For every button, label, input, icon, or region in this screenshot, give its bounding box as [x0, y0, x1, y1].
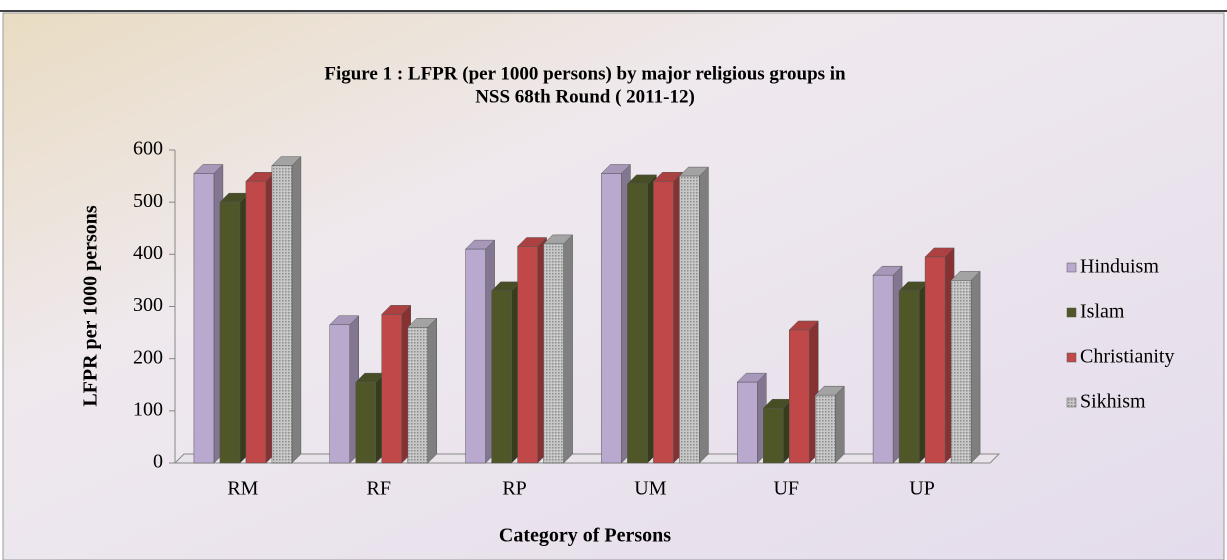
- bar: [542, 234, 574, 464]
- bar-front: [924, 256, 946, 464]
- legend-label: Islam: [1080, 301, 1125, 323]
- bar-front: [601, 173, 622, 464]
- legend-swatch: [1066, 307, 1077, 318]
- bar-side: [699, 166, 709, 464]
- bar: [626, 174, 658, 464]
- bar-side: [291, 156, 302, 464]
- y-tick-label: 300: [133, 294, 163, 316]
- bar: [407, 317, 438, 464]
- chart-title: Figure 1 : LFPR (per 1000 persons) by ma…: [324, 63, 846, 84]
- x-tick-label: RF: [367, 478, 391, 500]
- bar-front: [381, 314, 402, 464]
- bar: [950, 270, 981, 464]
- x-tick-label: RM: [227, 478, 258, 500]
- bar-side: [970, 270, 981, 464]
- bar: [219, 192, 250, 464]
- bar: [814, 385, 845, 464]
- legend-swatch: [1066, 397, 1077, 408]
- bar: [245, 171, 276, 464]
- legend-swatch: [1066, 262, 1077, 273]
- y-axis-title: LFPR per 1000 persons: [80, 205, 102, 407]
- bar-front: [465, 248, 486, 464]
- bar: [381, 304, 412, 464]
- x-tick-label: UP: [909, 478, 935, 500]
- bar-front: [815, 394, 836, 464]
- legend-label: Hinduism: [1080, 256, 1159, 278]
- y-tick-label: 200: [133, 346, 163, 368]
- bar-front: [329, 324, 350, 464]
- y-tick-label: 600: [133, 138, 163, 160]
- bar-front: [193, 173, 215, 464]
- legend-swatch: [1066, 352, 1077, 363]
- bar: [762, 398, 793, 464]
- y-tick-label: 100: [133, 398, 163, 420]
- legend-label: Sikhism: [1080, 391, 1146, 413]
- bar: [652, 171, 684, 464]
- bar: [193, 163, 224, 464]
- y-tick-label: 500: [133, 190, 163, 212]
- bar-front: [491, 290, 512, 464]
- chart-subtitle: NSS 68th Round ( 2011-12): [475, 86, 695, 107]
- bar-front: [950, 280, 972, 464]
- bar: [464, 239, 496, 464]
- bar: [271, 156, 302, 464]
- bar-front: [653, 181, 674, 464]
- y-tick-label: 400: [133, 242, 163, 264]
- bar: [600, 163, 632, 464]
- bar: [898, 281, 929, 464]
- bar-front: [355, 381, 376, 464]
- bar-side: [427, 317, 437, 464]
- bar: [872, 265, 903, 464]
- bar-front: [898, 290, 920, 464]
- bar-front: [245, 181, 267, 464]
- bar-side: [563, 234, 573, 464]
- bar: [788, 320, 819, 464]
- y-tick-label: 0: [153, 451, 163, 473]
- bar-front: [407, 327, 428, 464]
- bar: [329, 315, 360, 464]
- bar-front: [627, 183, 648, 464]
- x-tick-label: UM: [634, 478, 666, 500]
- bar-front: [517, 246, 538, 464]
- bar: [678, 166, 710, 464]
- bar-front: [543, 243, 564, 464]
- bar-side: [835, 385, 845, 464]
- bar-front: [737, 381, 758, 464]
- bar: [355, 372, 386, 464]
- x-tick-label: UF: [773, 478, 799, 500]
- legend-label: Christianity: [1080, 346, 1174, 368]
- bar: [516, 236, 548, 464]
- bar-front: [219, 201, 241, 464]
- bar: [736, 372, 767, 464]
- bar-front: [789, 329, 810, 464]
- bar-front: [872, 274, 894, 464]
- bar: [924, 247, 955, 464]
- bar-front: [763, 407, 784, 464]
- x-tick-label: RP: [502, 478, 526, 500]
- bar-front: [679, 175, 700, 464]
- bar-front: [271, 165, 293, 464]
- x-axis-title: Category of Persons: [499, 525, 671, 547]
- bar: [490, 281, 522, 464]
